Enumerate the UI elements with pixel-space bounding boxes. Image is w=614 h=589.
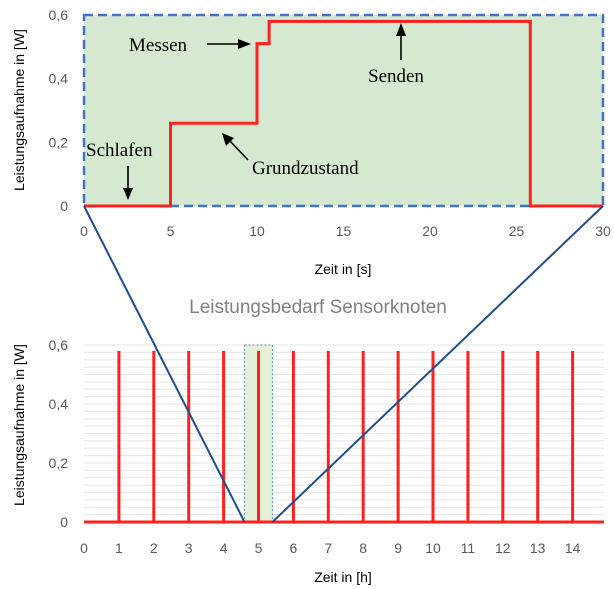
overview-chart-x-tick-label: 7 [324,540,332,556]
overview-chart-x-tick-label: 0 [80,540,88,556]
zoom-chart-y-tick-label: 0 [60,198,68,214]
overview-chart-x-tick-label: 3 [185,540,193,556]
zoom-chart-x-tick-label: 25 [509,223,525,239]
overview-chart-x-tick-label: 10 [425,540,441,556]
zoom-chart-x-tick-label: 5 [167,223,175,239]
arrow-grundzustand [229,140,249,161]
overview-chart-y-ticks: 0 0,2 0,4 0,6 [49,337,69,530]
overview-chart-x-tick-label: 8 [359,540,367,556]
zoom-connector-right [271,205,604,523]
overview-chart-x-tick-label: 6 [289,540,297,556]
overview-chart-title: Leistungsbedarf Sensorknoten [189,297,447,318]
zoom-chart-y-tick-label: 0,2 [49,134,69,150]
overview-chart-y-tick-label: 0,2 [49,455,69,471]
overview-chart-x-tick-label: 12 [495,540,511,556]
overview-chart-x-tick-label: 9 [394,540,402,556]
overview-chart-x-tick-label: 5 [255,540,263,556]
overview-chart-x-tick-label: 1 [115,540,123,556]
arrow-head-messen [238,39,251,49]
overview-chart: Leistungsbedarf Sensorknoten 00,20,40,6 … [11,297,604,585]
annotation-schlafen: Schlafen [86,140,153,161]
zoom-chart-x-axis-label: Zeit in [s] [315,261,372,277]
zoom-chart-y-tick-label: 0,6 [49,7,69,23]
overview-chart-x-tick-label: 13 [530,540,546,556]
overview-chart-x-axis-label: Zeit in [h] [314,569,372,585]
zoom-chart-y-axis-label: Leistungsaufnahme in [W] [11,29,27,191]
annotation-messen: Messen [129,35,188,56]
overview-chart-y-tick-label: 0,4 [49,396,69,412]
overview-chart-x-tick-label: 4 [220,540,228,556]
annotation-grundzustand: Grundzustand [252,158,359,179]
zoom-chart-y-ticks: 0 0,2 0,4 0,6 [49,7,69,214]
zoom-chart-x-tick-label: 15 [336,223,352,239]
zoom-chart-x-tick-label: 0 [80,223,88,239]
overview-chart-pulses [84,350,604,524]
overview-chart-y-tick-label: 0,6 [49,337,69,353]
arrow-head-schlafen [123,188,133,200]
overview-chart-x-tick-label: 11 [461,540,476,556]
overview-chart-x-ticks: 0 1 2 3 4 5 6 7 8 9 10 11 12 13 14 [80,540,580,556]
zoom-chart-y-tick-label: 0,4 [49,71,69,87]
overview-chart-y-axis-label: Leistungsaufnahme in [W] [11,344,27,506]
zoom-connector-left [83,205,246,523]
zoom-chart-annotations: Schlafen Messen Senden Grundzustand [86,23,424,200]
zoom-chart: 0 0,2 0,4 0,6 0 5 10 15 20 25 30 Zeit in [s] Leis… [11,7,611,277]
annotation-senden: Senden [368,66,424,87]
overview-chart-x-tick-label: 14 [565,540,581,556]
overview-chart-y-tick-label: 0 [60,514,68,530]
zoom-chart-x-tick-label: 30 [595,223,611,239]
overview-chart-gridlines [84,344,604,523]
overview-chart-x-tick-label: 2 [150,540,158,556]
arrow-head-grundzustand [222,133,234,146]
zoom-chart-power-line [84,19,603,208]
zoom-chart-x-ticks: 0 5 10 15 20 25 30 [80,223,611,239]
zoom-chart-x-tick-label: 20 [422,223,438,239]
zoom-chart-x-tick-label: 10 [249,223,265,239]
arrow-head-senden [396,23,406,36]
